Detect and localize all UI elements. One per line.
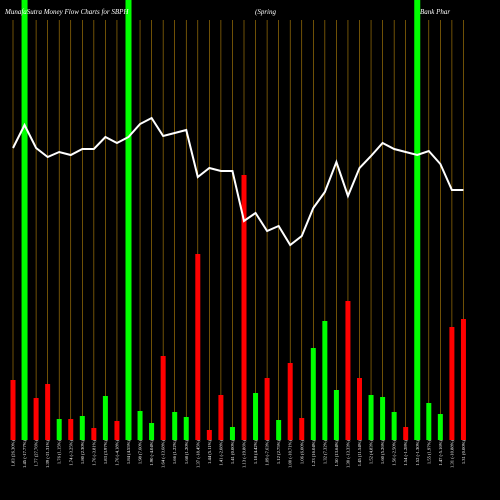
bar	[264, 378, 270, 440]
bar	[206, 430, 212, 440]
x-label: 1.31 (-10.88%)	[449, 440, 454, 468]
x-label: 1.76 (1.15%)	[57, 440, 62, 465]
bar	[102, 396, 108, 440]
title: Bank Phar	[420, 8, 450, 16]
x-label: 1.77 (27.76%)	[34, 440, 39, 467]
x-label: 1.52 (-1.30%)	[415, 440, 420, 466]
bar	[79, 416, 85, 440]
x-label: 1.56 (-2.50%)	[392, 440, 397, 466]
x-label: 1.31 (0.00%)	[461, 440, 466, 465]
x-label: 1.45 (-17.77%)	[22, 440, 27, 468]
x-label: 1.76 (-4.18%)	[114, 440, 119, 466]
x-label: 1.52 (4.83%)	[369, 440, 374, 465]
x-label: 1.32 (7.32%)	[322, 440, 327, 465]
x-label: 1.60 (5.26%)	[380, 440, 385, 465]
x-label: 1.18 (4.42%)	[253, 440, 258, 465]
x-label: 1.39 (-21.31%)	[45, 440, 50, 468]
bar	[368, 395, 374, 440]
bar	[403, 427, 409, 440]
bar	[287, 363, 293, 440]
plot: 1.83 (26.30%) 1.45 (-17.77%) 1.77 (27.76%)…	[10, 0, 466, 468]
title: (Spring	[255, 8, 277, 16]
x-label: 1.83 (3.97%)	[103, 440, 108, 465]
bar	[310, 348, 316, 440]
bar	[460, 319, 466, 440]
bar	[426, 403, 432, 440]
x-label: 1.50 (13.64%)	[334, 440, 339, 467]
bar	[241, 175, 247, 440]
x-label: 1.55 (1.97%)	[426, 440, 431, 465]
bar	[56, 419, 62, 440]
bar	[218, 395, 224, 440]
x-label: 1.90 (-4.04%)	[149, 440, 154, 466]
bar	[114, 421, 120, 440]
highlight-bar	[125, 0, 132, 440]
x-label: 1.68 (1.20%)	[184, 440, 189, 465]
bar	[91, 428, 97, 440]
bar	[380, 397, 386, 440]
x-label: 1.41 (0.00%)	[230, 440, 235, 465]
x-label: 1.23 (16.04%)	[311, 440, 316, 467]
bar	[229, 427, 235, 440]
highlight-bar	[21, 0, 28, 440]
bar	[10, 380, 16, 440]
bar	[357, 378, 362, 440]
bar	[137, 411, 143, 440]
x-label: 1.13 (-19.86%)	[242, 440, 247, 468]
price-line	[12, 116, 464, 247]
x-label: 1.12 (2.75%)	[276, 440, 281, 465]
highlight-bar	[414, 0, 421, 440]
x-label: 1.80 (2.30%)	[80, 440, 85, 465]
x-label: 1.09 (-7.63%)	[265, 440, 270, 466]
bar	[183, 417, 189, 440]
bar	[68, 419, 74, 440]
x-label: 1.98 (7.60%)	[138, 440, 143, 465]
x-label: 1.30 (-13.33%)	[345, 440, 350, 468]
bar	[45, 384, 51, 440]
x-label: 1.64 (-13.68%)	[161, 440, 166, 468]
bar	[195, 254, 201, 440]
x-label: 1.66 (1.22%)	[172, 440, 177, 465]
bar	[449, 327, 455, 440]
bar	[437, 414, 443, 440]
x-label: 1.54 (-1.28%)	[403, 440, 408, 466]
title: MunafaSutra Money Flow Charts for SBPH	[4, 8, 129, 16]
x-label: 1.00 (-10.71%)	[288, 440, 293, 468]
bar	[33, 398, 39, 440]
x-label: 1.76 (-3.81%)	[91, 440, 96, 466]
bar	[276, 420, 282, 440]
bar	[345, 301, 351, 440]
x-label: 1.37 (-18.45%)	[195, 440, 200, 468]
bar	[253, 393, 259, 440]
bar	[149, 423, 155, 440]
x-label: 1.83 (26.30%)	[11, 440, 16, 467]
bar	[322, 321, 328, 440]
bar	[299, 418, 305, 440]
x-label: 1.45 (11.54%)	[357, 440, 362, 467]
bar	[333, 390, 339, 440]
x-label: 1.44 (5.11%)	[207, 440, 212, 464]
x-label: 1.47 (-5.16%)	[438, 440, 443, 466]
bar	[391, 412, 397, 440]
x-label: 1.06 (6.00%)	[299, 440, 304, 465]
x-label: 1.84 (4.55%)	[126, 440, 131, 465]
x-label: 1.41 (-2.08%)	[218, 440, 223, 466]
bar	[160, 356, 166, 440]
bar	[172, 412, 178, 440]
x-label: 1.74 (-3.25%)	[68, 440, 73, 466]
